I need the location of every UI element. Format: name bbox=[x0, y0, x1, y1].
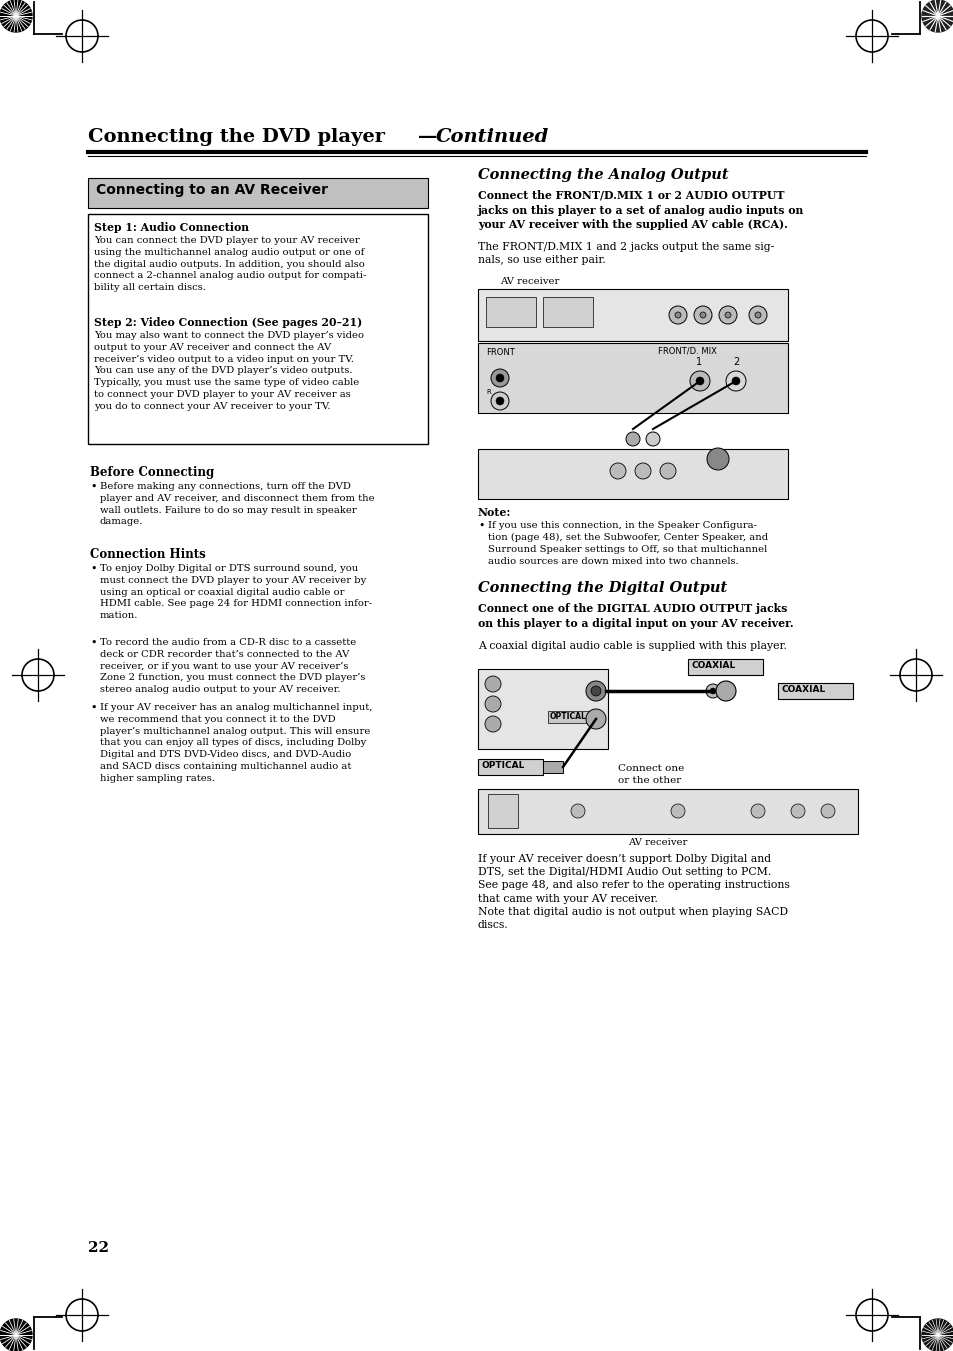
Bar bbox=[477, 789, 857, 834]
Polygon shape bbox=[921, 1319, 953, 1351]
Text: Connect one
or the other: Connect one or the other bbox=[618, 765, 683, 785]
Circle shape bbox=[645, 432, 659, 446]
Circle shape bbox=[484, 676, 500, 692]
Bar bbox=[88, 213, 428, 444]
Text: R: R bbox=[485, 389, 490, 394]
Circle shape bbox=[491, 392, 509, 409]
Circle shape bbox=[585, 709, 605, 730]
Text: If you use this connection, in the Speaker Configura-
tion (page 48), set the Su: If you use this connection, in the Speak… bbox=[488, 521, 767, 566]
Text: 22: 22 bbox=[88, 1242, 109, 1255]
Circle shape bbox=[731, 377, 740, 385]
Text: OPTICAL: OPTICAL bbox=[550, 712, 586, 721]
Text: If your AV receiver doesn’t support Dolby Digital and
DTS, set the Digital/HDMI : If your AV receiver doesn’t support Dolb… bbox=[477, 854, 789, 929]
Bar bbox=[687, 659, 762, 676]
Text: —: — bbox=[417, 128, 436, 146]
Circle shape bbox=[693, 305, 711, 324]
Text: If your AV receiver has an analog multichannel input,
we recommend that you conn: If your AV receiver has an analog multic… bbox=[100, 703, 372, 782]
Circle shape bbox=[496, 397, 503, 405]
Bar bbox=[485, 297, 536, 327]
Circle shape bbox=[709, 688, 716, 694]
Bar bbox=[542, 761, 562, 773]
Circle shape bbox=[696, 377, 703, 385]
Text: Connecting to an AV Receiver: Connecting to an AV Receiver bbox=[96, 182, 328, 197]
Text: •: • bbox=[90, 703, 96, 713]
Circle shape bbox=[724, 312, 730, 317]
Text: To record the audio from a CD-R disc to a cassette
deck or CDR recorder that’s c: To record the audio from a CD-R disc to … bbox=[100, 638, 365, 694]
Bar bbox=[477, 669, 607, 748]
Text: AV receiver: AV receiver bbox=[499, 277, 558, 286]
Text: Connecting the Analog Output: Connecting the Analog Output bbox=[477, 168, 728, 182]
Circle shape bbox=[668, 305, 686, 324]
Text: Continued: Continued bbox=[436, 128, 549, 146]
Circle shape bbox=[821, 804, 834, 817]
Text: AV receiver: AV receiver bbox=[627, 838, 687, 847]
Bar bbox=[778, 684, 852, 698]
Text: •: • bbox=[90, 482, 96, 492]
Text: Connect the FRONT/D.MIX 1 or 2 AUDIO OUTPUT
jacks on this player to a set of ana: Connect the FRONT/D.MIX 1 or 2 AUDIO OUT… bbox=[477, 190, 803, 230]
Circle shape bbox=[670, 804, 684, 817]
Bar bbox=[488, 794, 517, 828]
Circle shape bbox=[659, 463, 676, 480]
Circle shape bbox=[754, 312, 760, 317]
Text: To enjoy Dolby Digital or DTS surround sound, you
must connect the DVD player to: To enjoy Dolby Digital or DTS surround s… bbox=[100, 563, 372, 620]
Circle shape bbox=[585, 681, 605, 701]
Circle shape bbox=[750, 804, 764, 817]
Bar bbox=[547, 711, 596, 723]
Circle shape bbox=[725, 372, 745, 390]
Text: Connecting the Digital Output: Connecting the Digital Output bbox=[477, 581, 726, 594]
Circle shape bbox=[689, 372, 709, 390]
Text: •: • bbox=[477, 521, 484, 531]
Text: You may also want to connect the DVD player’s video
output to your AV receiver a: You may also want to connect the DVD pla… bbox=[94, 331, 364, 411]
Circle shape bbox=[491, 369, 509, 386]
Text: Connect one of the DIGITAL AUDIO OUTPUT jacks
on this player to a digital input : Connect one of the DIGITAL AUDIO OUTPUT … bbox=[477, 603, 793, 628]
Text: Step 1: Audio Connection: Step 1: Audio Connection bbox=[94, 222, 249, 232]
Polygon shape bbox=[0, 1319, 32, 1351]
Circle shape bbox=[635, 463, 650, 480]
Bar bbox=[477, 289, 787, 340]
Text: 2: 2 bbox=[732, 357, 739, 367]
Circle shape bbox=[790, 804, 804, 817]
Circle shape bbox=[590, 686, 600, 696]
Circle shape bbox=[484, 716, 500, 732]
Circle shape bbox=[748, 305, 766, 324]
Text: •: • bbox=[90, 563, 96, 574]
Circle shape bbox=[706, 449, 728, 470]
Text: Note:: Note: bbox=[477, 507, 511, 517]
Text: Connecting the DVD player: Connecting the DVD player bbox=[88, 128, 385, 146]
Circle shape bbox=[675, 312, 680, 317]
Polygon shape bbox=[921, 0, 953, 32]
Circle shape bbox=[700, 312, 705, 317]
Bar bbox=[477, 759, 542, 775]
Text: Before Connecting: Before Connecting bbox=[90, 466, 214, 480]
Text: Before making any connections, turn off the DVD
player and AV receiver, and disc: Before making any connections, turn off … bbox=[100, 482, 375, 527]
Text: You can connect the DVD player to your AV receiver
using the multichannel analog: You can connect the DVD player to your A… bbox=[94, 236, 366, 292]
Circle shape bbox=[719, 305, 737, 324]
Text: The FRONT/D.MIX 1 and 2 jacks output the same sig-
nals, so use either pair.: The FRONT/D.MIX 1 and 2 jacks output the… bbox=[477, 242, 774, 265]
Text: FRONT/D. MIX: FRONT/D. MIX bbox=[658, 347, 716, 357]
Circle shape bbox=[705, 684, 720, 698]
Text: 1: 1 bbox=[696, 357, 701, 367]
Text: Connection Hints: Connection Hints bbox=[90, 549, 206, 561]
Bar bbox=[88, 178, 428, 208]
Text: A coaxial digital audio cable is supplied with this player.: A coaxial digital audio cable is supplie… bbox=[477, 640, 786, 651]
Text: Step 2: Video Connection (See pages 20–21): Step 2: Video Connection (See pages 20–2… bbox=[94, 317, 362, 328]
Polygon shape bbox=[0, 0, 32, 32]
Text: OPTICAL: OPTICAL bbox=[481, 761, 525, 770]
Bar bbox=[477, 343, 787, 413]
Text: •: • bbox=[90, 638, 96, 648]
Circle shape bbox=[571, 804, 584, 817]
Circle shape bbox=[716, 681, 735, 701]
Text: COAXIAL: COAXIAL bbox=[781, 685, 825, 694]
Circle shape bbox=[484, 696, 500, 712]
Text: COAXIAL: COAXIAL bbox=[691, 661, 736, 670]
Text: FRONT: FRONT bbox=[485, 349, 515, 357]
Bar bbox=[542, 297, 593, 327]
Circle shape bbox=[625, 432, 639, 446]
Circle shape bbox=[496, 374, 503, 382]
Circle shape bbox=[609, 463, 625, 480]
Bar bbox=[477, 449, 787, 499]
